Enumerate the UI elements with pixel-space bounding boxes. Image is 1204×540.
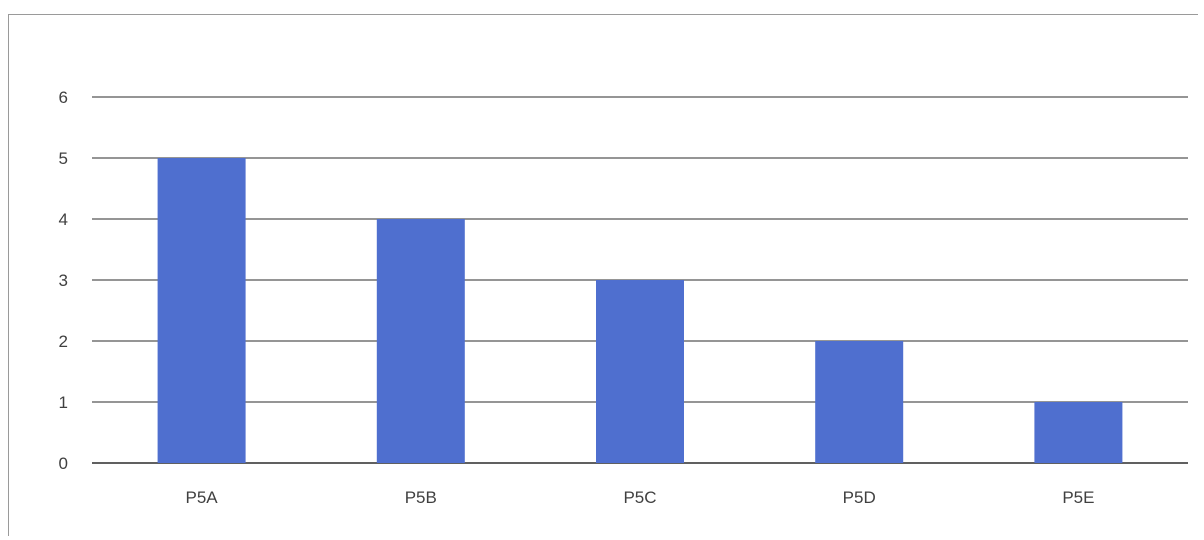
y-tick-label: 6 bbox=[59, 88, 68, 107]
bars bbox=[157, 158, 1123, 463]
bar-p5a bbox=[157, 158, 246, 463]
y-tick-label: 4 bbox=[59, 210, 68, 229]
x-category-label: P5A bbox=[186, 488, 219, 507]
y-tick-label: 2 bbox=[59, 332, 68, 351]
bar-p5c bbox=[596, 280, 684, 463]
bar-p5b bbox=[376, 219, 465, 463]
bar-p5d bbox=[815, 341, 904, 463]
y-tick-label: 3 bbox=[59, 271, 68, 290]
x-category-label: P5B bbox=[405, 488, 437, 507]
x-axis-category-labels: P5A P5B P5C P5D P5E bbox=[186, 488, 1095, 507]
y-tick-label: 1 bbox=[59, 393, 68, 412]
y-tick-label: 0 bbox=[59, 454, 68, 473]
x-category-label: P5E bbox=[1062, 488, 1094, 507]
y-tick-label: 5 bbox=[59, 149, 68, 168]
y-axis-tick-labels: 0 1 2 3 4 5 6 bbox=[59, 88, 68, 473]
x-category-label: P5C bbox=[623, 488, 656, 507]
x-category-label: P5D bbox=[843, 488, 876, 507]
bar-p5e bbox=[1034, 402, 1123, 463]
